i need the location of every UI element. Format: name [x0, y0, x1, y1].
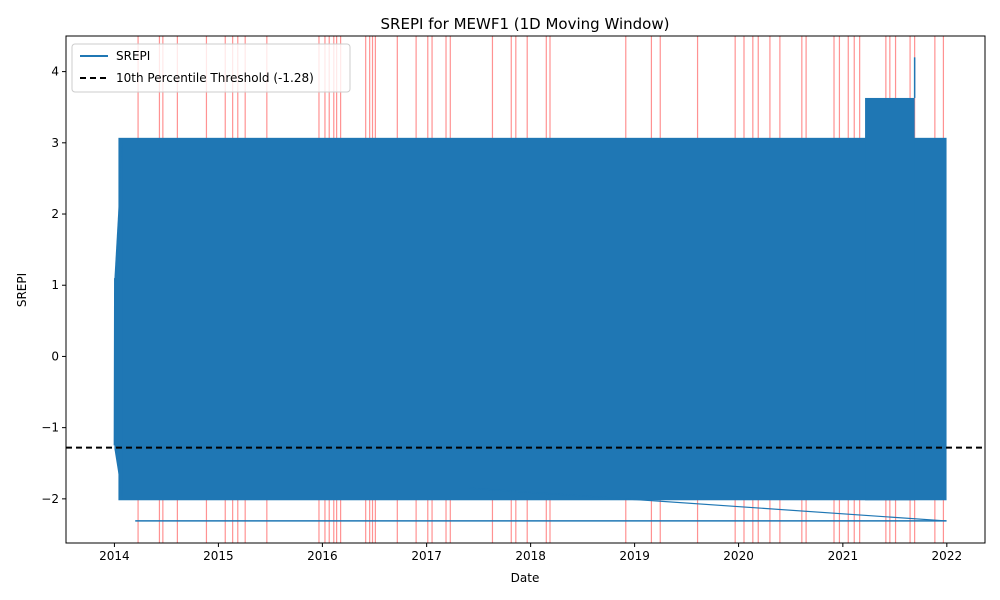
x-tick-label: 2019: [619, 549, 650, 563]
legend-box: [71, 43, 351, 93]
x-tick-label: 2017: [411, 549, 442, 563]
x-tick-label: 2016: [307, 549, 338, 563]
x-axis: 2014 2015 2016 2017 2018 2019 2020 2021 2022: [99, 543, 962, 563]
legend: SREPI 10th Percentile Threshold (-1.28): [71, 43, 351, 93]
x-tick-label: 2021: [828, 549, 859, 563]
y-tick-label: 1: [51, 278, 59, 292]
series-diagonal: [469, 487, 947, 522]
legend-label-threshold: 10th Percentile Threshold (-1.28): [116, 71, 314, 85]
series-band-upper: [865, 97, 915, 501]
legend-label-series: SREPI: [116, 49, 150, 63]
y-tick-label: 0: [51, 349, 59, 363]
series-band: [118, 137, 947, 501]
y-tick-label: −2: [41, 492, 59, 506]
series-layer: [113, 57, 947, 522]
axes-frame: [65, 35, 986, 544]
y-tick-label: −1: [41, 421, 59, 435]
y-axis-label: SREPI: [15, 273, 29, 307]
x-tick-label: 2020: [723, 549, 754, 563]
series-band-edge: [114, 137, 123, 499]
y-tick-label: 2: [51, 207, 59, 221]
x-tick-label: 2018: [515, 549, 546, 563]
y-tick-label: 4: [51, 65, 59, 79]
plot-area: [65, 35, 986, 544]
x-axis-label: Date: [511, 571, 540, 585]
x-tick-label: 2014: [99, 549, 130, 563]
x-tick-label: 2022: [932, 549, 963, 563]
chart-title: SREPI for MEWF1 (1D Moving Window): [381, 15, 670, 33]
y-tick-label: 3: [51, 136, 59, 150]
x-tick-label: 2015: [203, 549, 234, 563]
y-axis: −2 −1 0 1 2 3 4: [41, 65, 66, 506]
